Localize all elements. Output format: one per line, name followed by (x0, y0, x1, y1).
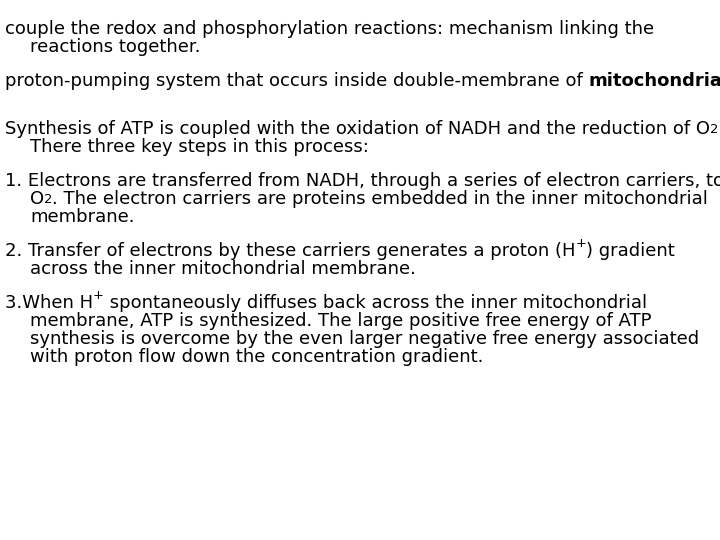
Text: 2: 2 (710, 123, 719, 136)
Text: There three key steps in this process:: There three key steps in this process: (30, 138, 369, 156)
Text: 3.When H: 3.When H (5, 294, 93, 312)
Text: O: O (30, 190, 44, 208)
Text: synthesis is overcome by the even larger negative free energy associated: synthesis is overcome by the even larger… (30, 330, 699, 348)
Text: mitochondria: mitochondria (588, 72, 720, 90)
Text: with proton flow down the concentration gradient.: with proton flow down the concentration … (30, 348, 483, 366)
Text: +: + (93, 289, 104, 302)
Text: across the inner mitochondrial membrane.: across the inner mitochondrial membrane. (30, 260, 416, 278)
Text: spontaneously diffuses back across the inner mitochondrial: spontaneously diffuses back across the i… (104, 294, 647, 312)
Text: 2. Transfer of electrons by these carriers generates a proton (H: 2. Transfer of electrons by these carrie… (5, 242, 575, 260)
Text: 1. Electrons are transferred from NADH, through a series of electron carriers, t: 1. Electrons are transferred from NADH, … (5, 172, 720, 190)
Text: ) gradient: ) gradient (586, 242, 675, 260)
Text: . The electron carriers are proteins embedded in the inner mitochondrial: . The electron carriers are proteins emb… (53, 190, 708, 208)
Text: 2: 2 (44, 193, 53, 206)
Text: couple the redox and phosphorylation reactions: mechanism linking the: couple the redox and phosphorylation rea… (5, 20, 654, 38)
Text: membrane, ATP is synthesized. The large positive free energy of ATP: membrane, ATP is synthesized. The large … (30, 312, 652, 330)
Text: +: + (575, 237, 586, 250)
Text: membrane.: membrane. (30, 208, 135, 226)
Text: reactions together.: reactions together. (30, 38, 200, 56)
Text: proton-pumping system that occurs inside double-membrane of: proton-pumping system that occurs inside… (5, 72, 588, 90)
Text: Synthesis of ATP is coupled with the oxidation of NADH and the reduction of O: Synthesis of ATP is coupled with the oxi… (5, 120, 710, 138)
